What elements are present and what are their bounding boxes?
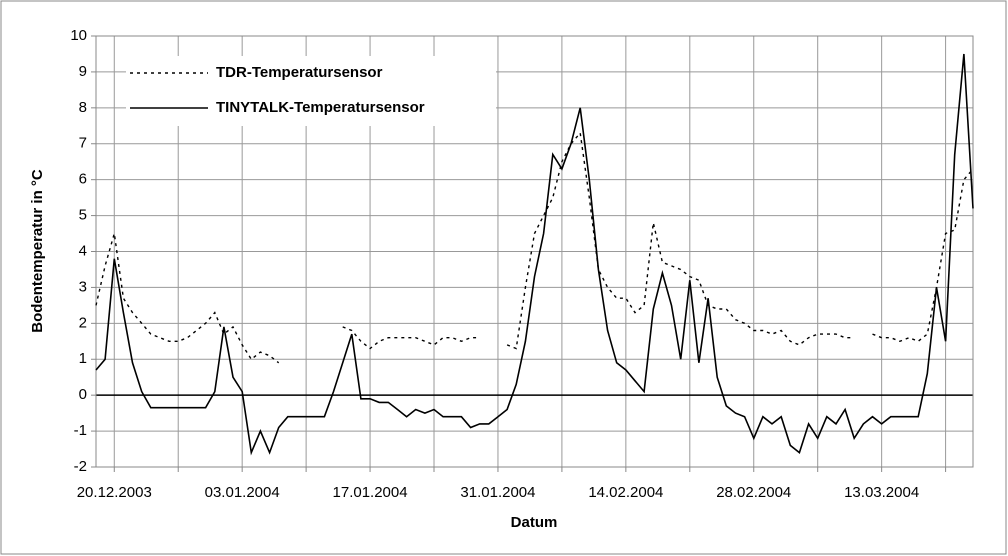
- y-tick-label: 9: [79, 63, 87, 80]
- series-line: [95, 131, 974, 364]
- y-axis-label: Bodentemperatur in °C: [29, 169, 46, 333]
- x-tick-label: 31.01.2004: [460, 484, 535, 501]
- x-tick-label: 13.03.2004: [844, 484, 919, 501]
- y-tick-label: 10: [70, 27, 87, 44]
- legend: TDR-Temperatursensor TINYTALK-Temperaturs…: [126, 56, 496, 126]
- x-axis-label: Datum: [511, 514, 558, 531]
- y-tick-label: 2: [79, 314, 87, 331]
- x-tick-label: 20.12.2003: [77, 484, 152, 501]
- lines: [95, 53, 974, 456]
- legend-label: TINYTALK-Temperatursensor: [216, 99, 425, 116]
- x-tick-label: 17.01.2004: [333, 484, 408, 501]
- y-tick-label: 1: [79, 350, 87, 367]
- x-tick-label: 03.01.2004: [205, 484, 280, 501]
- legend-label: TDR-Temperatursensor: [216, 64, 383, 81]
- y-tick-label: 6: [79, 171, 87, 188]
- y-tick-label: -2: [74, 458, 87, 475]
- y-tick-label: 4: [79, 242, 87, 259]
- x-tick-label: 14.02.2004: [588, 484, 663, 501]
- series-line: [95, 53, 974, 456]
- y-tick-label: 3: [79, 278, 87, 295]
- y-tick-label: 5: [79, 207, 87, 224]
- y-tick-label: 7: [79, 135, 87, 152]
- legend-background: [126, 56, 496, 126]
- y-tick-label: -1: [74, 422, 87, 439]
- y-tick-label: 8: [79, 99, 87, 116]
- y-tick-label: 0: [79, 386, 87, 403]
- ticks: -2 -1 0 1 2 3 4 5 6 7 8 9 10 20.12.2003 03.01.2004 17.0…: [70, 27, 947, 501]
- x-tick-label: 28.02.2004: [716, 484, 791, 501]
